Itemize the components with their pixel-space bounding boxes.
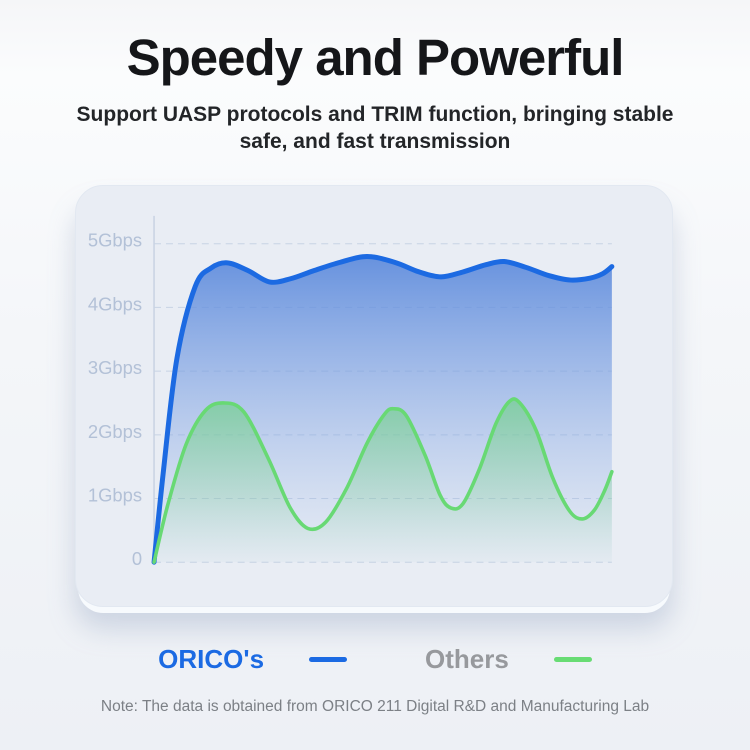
footnote: Note: The data is obtained from ORICO 21…: [100, 698, 650, 715]
chart-legend: ORICO's Others: [0, 644, 750, 675]
legend-label-others: Others: [425, 644, 509, 674]
page-subtitle-line2: safe, and fast transmission: [239, 130, 511, 154]
svg-text:2Gbps: 2Gbps: [88, 421, 142, 442]
chart-area-fills: [154, 256, 612, 563]
legend-item-orico: ORICO's: [158, 644, 348, 675]
legend-swatch-orico-line: [309, 657, 348, 662]
svg-text:0: 0: [132, 548, 142, 569]
svg-text:5Gbps: 5Gbps: [88, 230, 142, 251]
page-subtitle-line1: Support UASP protocols and TRIM function…: [76, 102, 674, 126]
speed-line-chart: 5Gbps 4Gbps 3Gbps 2Gbps 1Gbps 0: [88, 215, 615, 569]
svg-text:1Gbps: 1Gbps: [88, 484, 142, 505]
chart-card: 5Gbps 4Gbps 3Gbps 2Gbps 1Gbps 0: [75, 185, 673, 607]
page-title: Speedy and Powerful: [126, 29, 625, 86]
legend-item-others: Others: [425, 644, 592, 675]
legend-swatch-others-line: [553, 657, 592, 662]
chart-series-lines: [151, 253, 615, 565]
legend-label-orico: ORICO's: [158, 644, 265, 674]
svg-text:3Gbps: 3Gbps: [88, 357, 142, 378]
page-subtitle: Support UASP protocols and TRIM function…: [0, 101, 750, 156]
svg-text:4Gbps: 4Gbps: [88, 293, 142, 314]
